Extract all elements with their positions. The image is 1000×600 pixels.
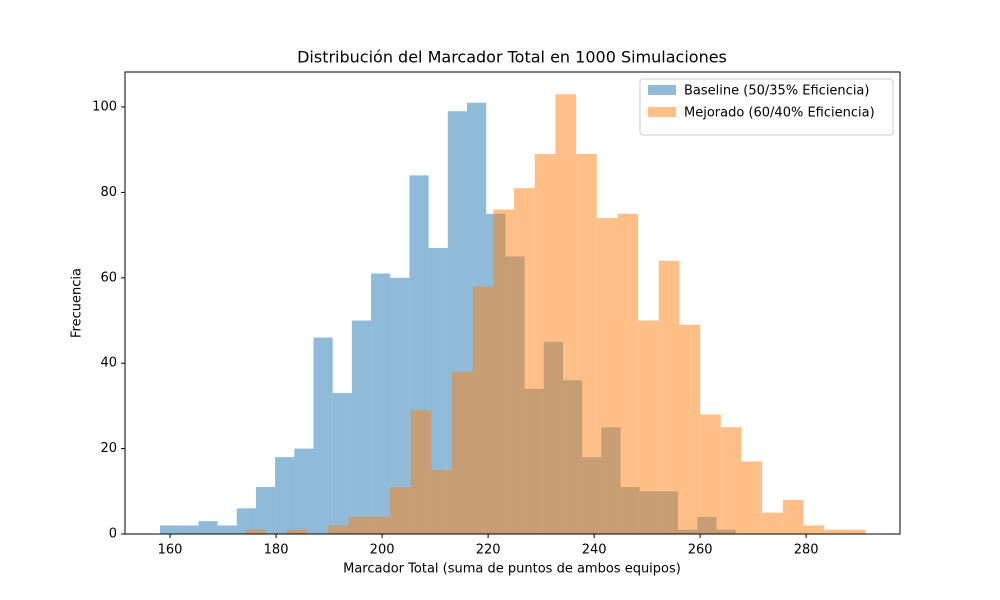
histogram-bar [803,525,825,534]
histogram-bar [782,499,804,534]
x-tick-label: 180 [264,543,289,558]
x-tick-label: 260 [688,543,713,558]
histogram-bar [428,247,448,534]
histogram-bar [824,529,845,534]
histogram-bar [431,469,453,534]
histogram-bar [390,277,410,534]
histogram-bar [198,521,218,534]
histogram-bar [217,525,237,534]
legend-label: Mejorado (60/40% Eficiencia) [684,106,875,121]
histogram-bar [617,213,639,534]
x-axis-label: Marcador Total (suma de puntos de ambos … [343,562,681,577]
y-tick-label: 20 [100,441,117,456]
histogram-bar [472,286,494,534]
x-tick-label: 280 [794,543,819,558]
histogram-bar [700,414,721,534]
histogram-bar [369,516,391,534]
histogram-bar [328,525,349,534]
histogram-bar [534,153,556,535]
histogram-bar [514,188,535,534]
x-tick-label: 220 [476,543,501,558]
y-tick-label: 60 [100,270,117,285]
histogram-bar [720,427,742,534]
histogram-bar [332,393,352,534]
legend-box [639,78,894,136]
histogram-bar [179,525,199,534]
histogram-bar [762,512,783,534]
x-tick-label: 200 [370,543,395,558]
histogram-bar [493,209,515,534]
x-tick-label: 160 [158,543,183,558]
histogram-bar [452,371,473,534]
chart-title: Distribución del Marcador Total en 1000 … [297,48,727,67]
histogram-bar [313,337,333,534]
y-tick-label: 40 [100,356,117,371]
histogram-bar [245,529,267,534]
y-tick-label: 100 [92,100,117,115]
histogram-bar [410,410,432,534]
histogram-bar [844,529,866,534]
histogram-bar [555,94,577,535]
legend-label: Baseline (50/35% Eficiencia) [684,84,869,99]
histogram-bar [286,529,308,534]
histogram-bar [159,525,180,534]
histogram-bar [236,508,256,534]
histogram-bar [275,457,295,534]
histogram-bar [576,153,597,535]
y-axis-label: Frecuencia [70,268,85,338]
histogram-bar [371,273,391,534]
histogram-bar [390,487,411,534]
y-tick-label: 0 [109,527,117,542]
histogram-bar [348,516,370,534]
legend-swatch [648,85,676,95]
histogram-bar [658,260,680,534]
y-tick-label: 80 [100,185,117,200]
legend-swatch [648,107,676,117]
histogram-bar [294,448,314,534]
histogram-bar [596,218,618,534]
histogram-bar [679,324,701,534]
histogram-bar [638,320,659,534]
plot-frame [124,71,901,535]
histogram-bar [741,461,763,534]
histogram-bar [351,320,372,534]
histogram-bar [255,487,276,534]
x-tick-label: 240 [582,543,607,558]
